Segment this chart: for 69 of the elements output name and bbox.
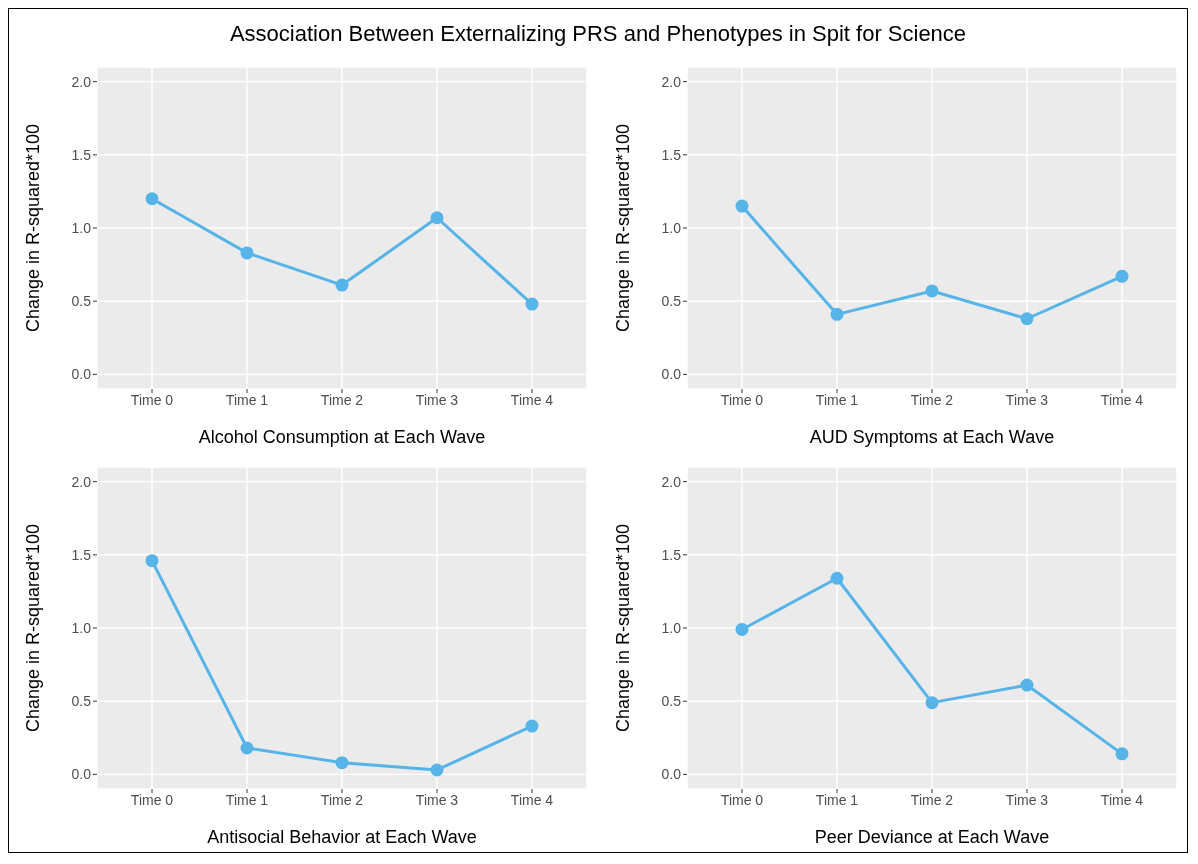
point xyxy=(145,192,159,206)
y-tick-label: 2.0 xyxy=(71,73,92,90)
x-tick-label: Time 0 xyxy=(130,791,174,808)
point xyxy=(1020,678,1034,692)
y-tick-label: 1.5 xyxy=(71,546,92,563)
point xyxy=(1115,747,1129,761)
x-tick-label: Time 2 xyxy=(320,391,364,408)
y-tick-label: 0.5 xyxy=(661,693,682,710)
point xyxy=(335,756,349,770)
y-axis-title: Change in R-squared*100 xyxy=(23,123,44,333)
point xyxy=(240,246,254,260)
y-axis-title: Change in R-squared*100 xyxy=(23,523,44,733)
x-tick-label: Time 2 xyxy=(320,791,364,808)
y-tick-label: 2.0 xyxy=(661,73,682,90)
x-tick-label: Time 3 xyxy=(415,791,459,808)
y-tick-label: 1.0 xyxy=(661,219,682,236)
x-tick-label: Time 3 xyxy=(1005,791,1049,808)
chart-title: Association Between Externalizing PRS and Phenotypes in Spit for Science xyxy=(228,20,968,48)
point xyxy=(525,297,539,311)
y-tick-label: 1.5 xyxy=(71,146,92,163)
y-axis-title: Change in R-squared*100 xyxy=(613,523,634,733)
y-tick-label: 0.5 xyxy=(71,293,92,310)
point xyxy=(735,199,749,213)
point xyxy=(335,278,349,292)
x-tick-label: Time 0 xyxy=(720,391,764,408)
x-tick-label: Time 0 xyxy=(130,391,174,408)
point xyxy=(1020,312,1034,326)
x-tick-label: Time 4 xyxy=(1100,791,1144,808)
x-tick-label: Time 2 xyxy=(910,391,954,408)
point xyxy=(925,284,939,298)
y-tick-label: 1.0 xyxy=(661,619,682,636)
x-tick-label: Time 0 xyxy=(720,791,764,808)
x-tick-label: Time 1 xyxy=(225,391,269,408)
point xyxy=(430,763,444,777)
x-axis-title: Peer Deviance at Each Wave xyxy=(814,827,1050,847)
y-tick-label: 0.0 xyxy=(661,766,682,783)
point xyxy=(240,741,254,755)
x-axis-title: Alcohol Consumption at Each Wave xyxy=(198,427,486,447)
x-tick-label: Time 4 xyxy=(510,791,554,808)
y-tick-label: 1.5 xyxy=(661,546,682,563)
y-tick-label: 2.0 xyxy=(71,473,92,490)
point xyxy=(145,554,159,568)
point xyxy=(735,622,749,636)
x-tick-label: Time 1 xyxy=(815,791,859,808)
x-axis-title: Antisocial Behavior at Each Wave xyxy=(207,827,477,847)
y-tick-label: 0.5 xyxy=(661,293,682,310)
point xyxy=(525,719,539,733)
point xyxy=(1115,269,1129,283)
y-tick-label: 0.5 xyxy=(71,693,92,710)
point xyxy=(430,211,444,225)
x-tick-label: Time 1 xyxy=(815,391,859,408)
x-tick-label: Time 2 xyxy=(910,791,954,808)
y-tick-label: 0.0 xyxy=(71,766,92,783)
x-tick-label: Time 3 xyxy=(415,391,459,408)
x-tick-label: Time 4 xyxy=(1100,391,1144,408)
point xyxy=(925,696,939,710)
point xyxy=(830,307,844,321)
y-tick-label: 1.0 xyxy=(71,619,92,636)
y-axis-title: Change in R-squared*100 xyxy=(613,123,634,333)
y-tick-label: 1.0 xyxy=(71,219,92,236)
point xyxy=(830,571,844,585)
y-tick-label: 1.5 xyxy=(661,146,682,163)
y-tick-label: 0.0 xyxy=(71,366,92,383)
y-tick-label: 2.0 xyxy=(661,473,682,490)
x-tick-label: Time 3 xyxy=(1005,391,1049,408)
x-tick-label: Time 1 xyxy=(225,791,269,808)
y-tick-label: 0.0 xyxy=(661,366,682,383)
x-axis-title: AUD Symptoms at Each Wave xyxy=(809,427,1055,447)
x-tick-label: Time 4 xyxy=(510,391,554,408)
